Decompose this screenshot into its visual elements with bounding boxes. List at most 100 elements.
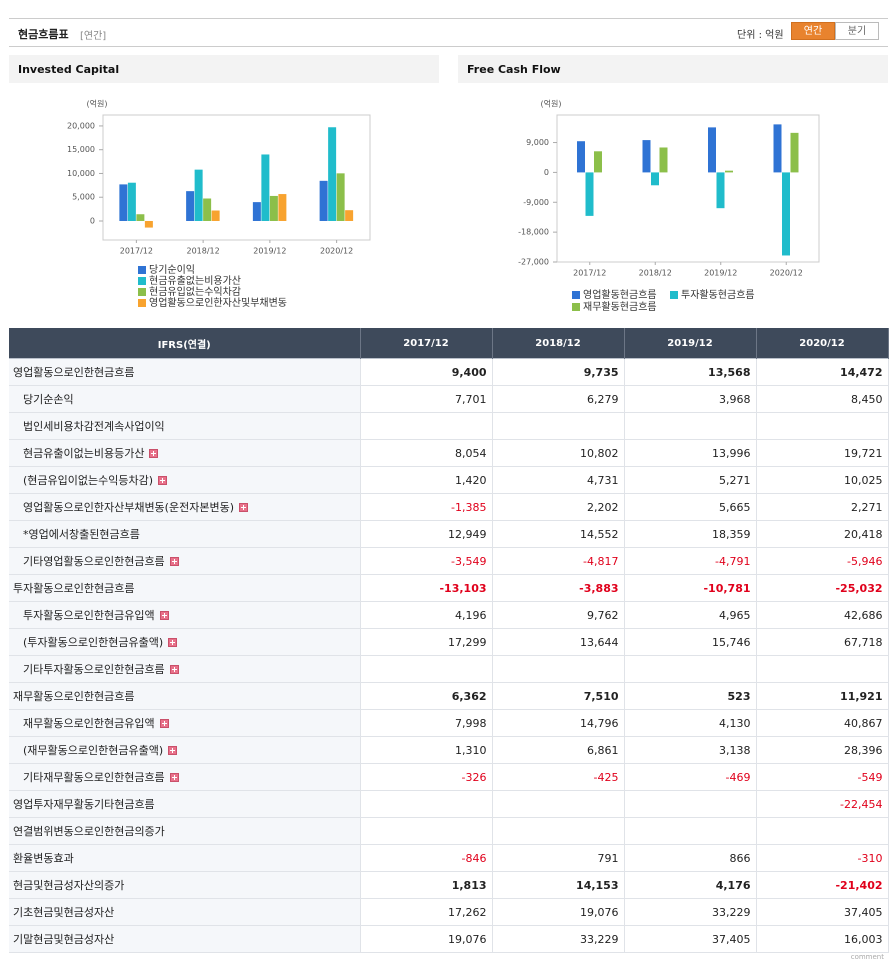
table-row: 투자활동으로인한현금흐름 -13,103 -3,883 -10,781 -25,032	[9, 574, 889, 602]
table-row: 영업투자재무활동기타현금흐름 -22,454	[9, 790, 889, 818]
value-cell: 15,746	[624, 628, 757, 656]
value-cell: -13,103	[360, 574, 493, 602]
table-row: 영업활동으로인한자산부채변동(운전자본변동) -1,385 2,202 5,665 2,…	[9, 493, 889, 521]
bar	[585, 172, 594, 216]
x-tick-label: 2020/12	[770, 269, 803, 278]
column-header: 2017/12	[360, 328, 493, 359]
expand-icon[interactable]	[169, 773, 179, 782]
legend-label: 영업활동으로인한자산및부채변동	[149, 296, 287, 309]
row-label-cell: 영업투자재무활동기타현금흐름	[9, 790, 361, 818]
row-label-cell: 투자활동으로인한현금유입액	[9, 601, 361, 629]
value-cell: 1,310	[360, 736, 493, 764]
x-tick-label: 2018/12	[639, 269, 672, 278]
chart-panel: Invested Capital (억원) 0 5,000 10,000 15,000 20…	[9, 55, 439, 309]
row-label-cell: 연결범위변동으로인한현금의증가	[9, 817, 361, 845]
table-row: 기말현금및현금성자산 19,076 33,229 37,405 16,003	[9, 925, 889, 953]
value-cell: 3,138	[624, 736, 757, 764]
table-row: 영업활동으로인한현금흐름 9,400 9,735 13,568 14,472	[9, 358, 889, 386]
value-cell: -21,402	[756, 871, 889, 899]
table-row: (재무활동으로인한현금유출액) 1,310 6,861 3,138 28,396	[9, 736, 889, 764]
bar	[577, 141, 585, 173]
bar	[336, 173, 345, 221]
value-cell: 14,796	[492, 709, 625, 737]
column-header: 2020/12	[756, 328, 889, 359]
panel-header	[9, 55, 439, 83]
bar	[345, 210, 354, 221]
row-label: (투자활동으로인한현금유출액)	[23, 636, 164, 649]
value-cell: 9,735	[492, 358, 625, 386]
expand-icon[interactable]	[159, 719, 169, 728]
legend-label: 투자활동현금흐름	[681, 288, 755, 301]
value-cell: -4,791	[624, 547, 757, 575]
value-cell	[756, 412, 889, 440]
expand-icon[interactable]	[168, 746, 178, 755]
value-cell	[492, 412, 625, 440]
header-subtitle: [연간]	[80, 31, 107, 42]
legend-swatch	[138, 266, 146, 274]
value-cell	[624, 655, 757, 683]
value-cell: 1,420	[360, 466, 493, 494]
value-cell	[624, 790, 757, 818]
row-label-cell: 재무활동으로인한현금흐름	[9, 682, 361, 710]
value-cell	[756, 817, 889, 845]
legend-swatch	[138, 299, 146, 307]
expand-icon[interactable]	[169, 557, 179, 566]
expand-icon[interactable]	[238, 503, 248, 512]
row-label: 투자활동으로인한현금유입액	[23, 609, 155, 622]
row-label: (현금유입이없는수익등차감)	[23, 474, 154, 487]
bar	[194, 169, 203, 221]
row-label-cell: 투자활동으로인한현금흐름	[9, 574, 361, 602]
value-cell: 4,196	[360, 601, 493, 629]
value-cell: 14,472	[756, 358, 889, 386]
value-cell: 20,418	[756, 520, 889, 548]
expand-icon[interactable]	[169, 665, 179, 674]
x-tick-label: 2019/12	[253, 247, 286, 256]
value-cell: 523	[624, 682, 757, 710]
value-cell: -425	[492, 763, 625, 791]
row-label: (재무활동으로인한현금유출액)	[23, 744, 164, 757]
bar	[790, 132, 799, 173]
expand-icon[interactable]	[159, 611, 169, 620]
value-cell: -4,817	[492, 547, 625, 575]
cash-flow-table: IFRS(연결) 2017/12 2018/12 2019/12 2020/12 영업활동…	[9, 328, 889, 953]
legend-swatch	[670, 291, 678, 299]
row-label-cell: 기타재무활동으로인한현금흐름	[9, 763, 361, 791]
value-cell: 6,279	[492, 385, 625, 413]
x-tick-label: 2017/12	[573, 269, 606, 278]
value-cell: -846	[360, 844, 493, 872]
bar	[127, 182, 136, 221]
value-cell: 8,054	[360, 439, 493, 467]
value-cell	[360, 412, 493, 440]
row-label-cell: 법인세비용차감전계속사업이익	[9, 412, 361, 440]
value-cell: 4,176	[624, 871, 757, 899]
row-label-cell: 기말현금및현금성자산	[9, 925, 361, 953]
chart-title: Free Cash Flow	[467, 63, 561, 76]
y-axis-title: (억원)	[541, 99, 562, 109]
table-row: 기타투자활동으로인한현금흐름	[9, 655, 889, 683]
value-cell: 7,998	[360, 709, 493, 737]
row-label: 현금및현금성자산의증가	[13, 879, 125, 892]
tab-annual[interactable]: 연간	[791, 22, 835, 40]
value-cell: -25,032	[756, 574, 889, 602]
row-label-cell: *영업에서창출된현금흐름	[9, 520, 361, 548]
value-cell: -469	[624, 763, 757, 791]
value-cell: 3,968	[624, 385, 757, 413]
value-cell	[624, 817, 757, 845]
expand-icon[interactable]	[149, 449, 159, 458]
value-cell: 4,130	[624, 709, 757, 737]
value-cell: -3,883	[492, 574, 625, 602]
value-cell: 14,153	[492, 871, 625, 899]
bar	[144, 220, 153, 228]
table-row: 현금유출이없는비용등가산 8,054 10,802 13,996 19,721	[9, 439, 889, 467]
value-cell	[360, 655, 493, 683]
row-label-cell: 재무활동으로인한현금유입액	[9, 709, 361, 737]
bar	[782, 172, 790, 256]
value-cell: -3,549	[360, 547, 493, 575]
expand-icon[interactable]	[168, 638, 178, 647]
comment-toggle[interactable]: comment	[850, 953, 884, 961]
column-header: 2018/12	[492, 328, 625, 359]
expand-icon[interactable]	[158, 476, 168, 485]
bar	[252, 202, 261, 221]
tab-quarter[interactable]: 분기	[835, 22, 879, 40]
